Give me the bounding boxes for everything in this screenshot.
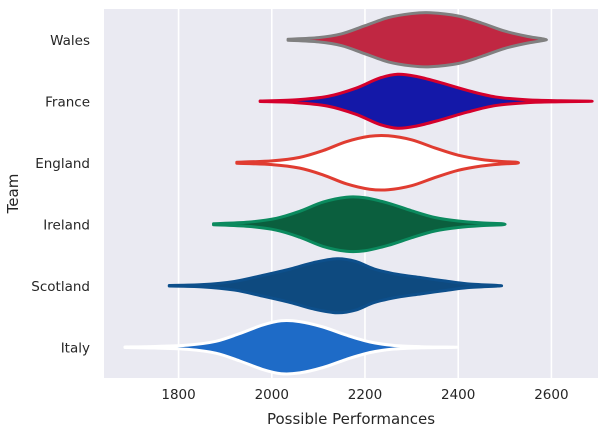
- y-axis-label: Team: [4, 174, 22, 215]
- x-tick-label: 1800: [161, 387, 195, 403]
- y-tick-label: France: [45, 94, 90, 110]
- violin-england: [235, 133, 520, 192]
- violin-ireland: [212, 195, 507, 254]
- x-tick-labels: 1800 2000 2200 2400 2600: [161, 387, 568, 403]
- violins: [123, 11, 594, 376]
- plot-area: [104, 9, 598, 378]
- gridlines: [177, 9, 553, 378]
- violin-wales: [286, 11, 548, 69]
- y-tick-label: Italy: [61, 340, 90, 356]
- x-axis-label: Possible Performances: [267, 410, 435, 428]
- violin-scotland: [167, 257, 504, 315]
- x-tick-label: 2400: [441, 387, 475, 403]
- violin-italy: [123, 319, 460, 376]
- y-tick-label: Wales: [50, 33, 90, 49]
- x-tick-label: 2200: [348, 387, 382, 403]
- y-tick-label: Scotland: [31, 279, 90, 295]
- y-tick-label: England: [35, 156, 90, 172]
- y-tick-label: Ireland: [43, 217, 90, 233]
- x-tick-label: 2000: [255, 387, 289, 403]
- y-tick-labels: Wales France England Ireland Scotland Italy: [31, 33, 90, 357]
- x-tick-label: 2600: [534, 387, 568, 403]
- violin-france: [258, 72, 594, 130]
